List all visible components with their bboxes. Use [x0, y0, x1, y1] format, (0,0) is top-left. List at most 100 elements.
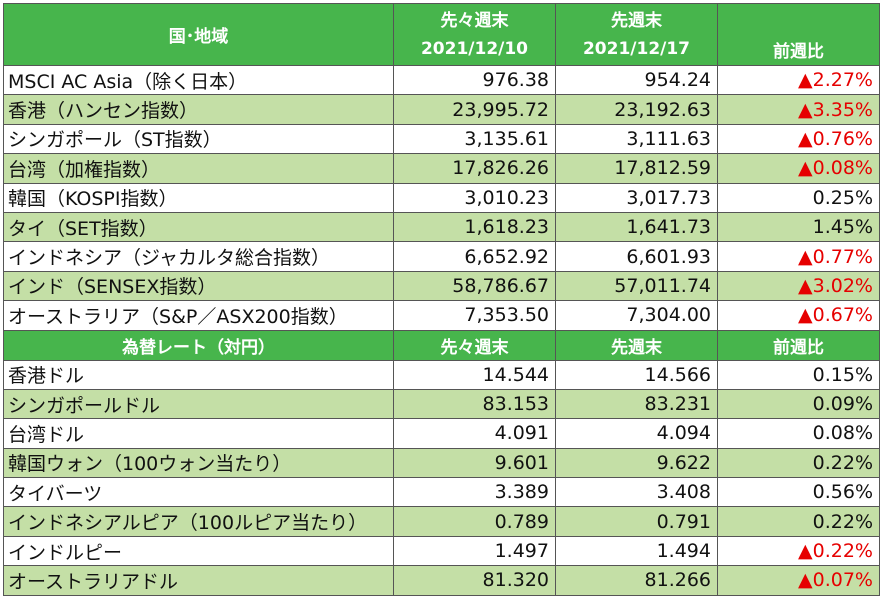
- currency-prev-prev-week-header: 先々週末: [393, 329, 556, 361]
- row-name: インドルピー: [3, 535, 394, 567]
- currency-row: 韓国ウォン（100ウォン当たり） 9.601 9.622 0.22%: [3, 447, 880, 479]
- change-value: 0.15%: [717, 359, 880, 390]
- currency-title-header: 為替レート（対円）: [3, 329, 394, 361]
- row-name: タイ（SET指数）: [3, 211, 394, 243]
- currency-change-header: 前週比: [717, 329, 880, 361]
- row-name: MSCI AC Asia（除く日本）: [3, 64, 394, 96]
- row-name: シンガポールドル: [3, 388, 394, 420]
- currency-row: オーストラリアドル 81.320 81.266 ▲0.07%: [3, 565, 880, 596]
- prev-week-value: 6,601.93: [555, 241, 718, 272]
- index-row: シンガポール（ST指数） 3,135.61 3,111.63 ▲0.76%: [3, 123, 880, 155]
- prev-prev-week-value: 0.789: [393, 506, 556, 537]
- currency-row: 台湾ドル 4.091 4.094 0.08%: [3, 418, 880, 449]
- prev-prev-week-value: 1,618.23: [393, 211, 556, 243]
- prev-prev-week-value: 3.389: [393, 477, 556, 508]
- row-name: 台湾ドル: [3, 418, 394, 449]
- prev-prev-week-value: 3,010.23: [393, 182, 556, 213]
- prev-week-value: 23,192.63: [555, 94, 718, 125]
- row-name: 香港（ハンセン指数）: [3, 94, 394, 125]
- row-name: インドネシア（ジャカルタ総合指数）: [3, 241, 394, 272]
- currency-prev-week-header: 先週末: [555, 329, 718, 361]
- change-header: 前週比: [717, 3, 880, 66]
- prev-week-date: 2021/12/17: [582, 38, 691, 59]
- row-name: 香港ドル: [3, 359, 394, 390]
- prev-prev-week-value: 3,135.61: [393, 123, 556, 155]
- prev-prev-week-header: 先々週末 2021/12/10: [393, 3, 556, 66]
- currency-row: インドルピー 1.497 1.494 ▲0.22%: [3, 535, 880, 567]
- row-name: インドネシアルピア（100ルピア当たり）: [3, 506, 394, 537]
- change-value: 0.22%: [717, 447, 880, 479]
- prev-week-value: 81.266: [555, 565, 718, 596]
- prev-week-value: 3.408: [555, 477, 718, 508]
- prev-week-value: 9.622: [555, 447, 718, 479]
- change-value: 0.09%: [717, 388, 880, 420]
- change-value: 1.45%: [717, 211, 880, 243]
- currency-row: 香港ドル 14.544 14.566 0.15%: [3, 359, 880, 390]
- prev-prev-week-value: 23,995.72: [393, 94, 556, 125]
- market-table-body: 国･地域 先々週末 2021/12/10 先週末 2021/12/17 前週比 …: [3, 3, 880, 596]
- prev-prev-week-value: 7,353.50: [393, 300, 556, 331]
- row-name: 韓国ウォン（100ウォン当たり）: [3, 447, 394, 479]
- index-row: オーストラリア（S&P／ASX200指数） 7,353.50 7,304.00 ▲0.…: [3, 300, 880, 331]
- prev-prev-week-value: 14.544: [393, 359, 556, 390]
- prev-prev-week-value: 81.320: [393, 565, 556, 596]
- index-header-row: 国･地域 先々週末 2021/12/10 先週末 2021/12/17 前週比: [3, 3, 880, 66]
- change-value: ▲2.27%: [717, 64, 880, 96]
- change-value: ▲0.67%: [717, 300, 880, 331]
- prev-prev-week-value: 9.601: [393, 447, 556, 479]
- prev-prev-week-value: 1.497: [393, 535, 556, 567]
- region-header: 国･地域: [3, 3, 394, 66]
- change-value: ▲0.22%: [717, 535, 880, 567]
- prev-week-value: 57,011.74: [555, 270, 718, 302]
- prev-week-value: 3,111.63: [555, 123, 718, 155]
- index-row: 台湾（加権指数） 17,826.26 17,812.59 ▲0.08%: [3, 153, 880, 184]
- row-name: オーストラリアドル: [3, 565, 394, 596]
- row-name: 台湾（加権指数）: [3, 153, 394, 184]
- change-value: 0.22%: [717, 506, 880, 537]
- change-value: 0.56%: [717, 477, 880, 508]
- currency-row: シンガポールドル 83.153 83.231 0.09%: [3, 388, 880, 420]
- index-row: 韓国（KOSPI指数） 3,010.23 3,017.73 0.25%: [3, 182, 880, 213]
- row-name: インド（SENSEX指数）: [3, 270, 394, 302]
- market-table: 国･地域 先々週末 2021/12/10 先週末 2021/12/17 前週比 …: [3, 3, 880, 596]
- prev-prev-week-value: 6,652.92: [393, 241, 556, 272]
- prev-week-label: 先週末: [611, 10, 662, 31]
- row-name: オーストラリア（S&P／ASX200指数）: [3, 300, 394, 331]
- prev-week-value: 14.566: [555, 359, 718, 390]
- change-value: ▲0.07%: [717, 565, 880, 596]
- prev-week-value: 954.24: [555, 64, 718, 96]
- prev-week-value: 3,017.73: [555, 182, 718, 213]
- index-row: インドネシア（ジャカルタ総合指数） 6,652.92 6,601.93 ▲0.77%: [3, 241, 880, 272]
- row-name: シンガポール（ST指数）: [3, 123, 394, 155]
- prev-week-value: 7,304.00: [555, 300, 718, 331]
- row-name: 韓国（KOSPI指数）: [3, 182, 394, 213]
- currency-row: インドネシアルピア（100ルピア当たり） 0.789 0.791 0.22%: [3, 506, 880, 537]
- change-value: ▲0.76%: [717, 123, 880, 155]
- prev-prev-week-value: 17,826.26: [393, 153, 556, 184]
- prev-week-value: 0.791: [555, 506, 718, 537]
- prev-prev-week-date: 2021/12/10: [420, 38, 529, 59]
- prev-week-value: 4.094: [555, 418, 718, 449]
- prev-week-value: 17,812.59: [555, 153, 718, 184]
- currency-header-row: 為替レート（対円） 先々週末 先週末 前週比: [3, 329, 880, 361]
- change-value: ▲3.02%: [717, 270, 880, 302]
- prev-prev-week-value: 58,786.67: [393, 270, 556, 302]
- index-row: MSCI AC Asia（除く日本） 976.38 954.24 ▲2.27%: [3, 64, 880, 96]
- prev-week-value: 1.494: [555, 535, 718, 567]
- prev-week-value: 1,641.73: [555, 211, 718, 243]
- index-row: タイ（SET指数） 1,618.23 1,641.73 1.45%: [3, 211, 880, 243]
- prev-prev-week-label: 先々週末: [440, 10, 509, 31]
- change-value: ▲3.35%: [717, 94, 880, 125]
- change-value: ▲0.77%: [717, 241, 880, 272]
- row-name: タイバーツ: [3, 477, 394, 508]
- change-value: 0.25%: [717, 182, 880, 213]
- prev-week-value: 83.231: [555, 388, 718, 420]
- index-row: 香港（ハンセン指数） 23,995.72 23,192.63 ▲3.35%: [3, 94, 880, 125]
- prev-prev-week-value: 83.153: [393, 388, 556, 420]
- prev-prev-week-value: 4.091: [393, 418, 556, 449]
- change-value: ▲0.08%: [717, 153, 880, 184]
- prev-prev-week-value: 976.38: [393, 64, 556, 96]
- prev-week-header: 先週末 2021/12/17: [555, 3, 718, 66]
- change-value: 0.08%: [717, 418, 880, 449]
- index-row: インド（SENSEX指数） 58,786.67 57,011.74 ▲3.02%: [3, 270, 880, 302]
